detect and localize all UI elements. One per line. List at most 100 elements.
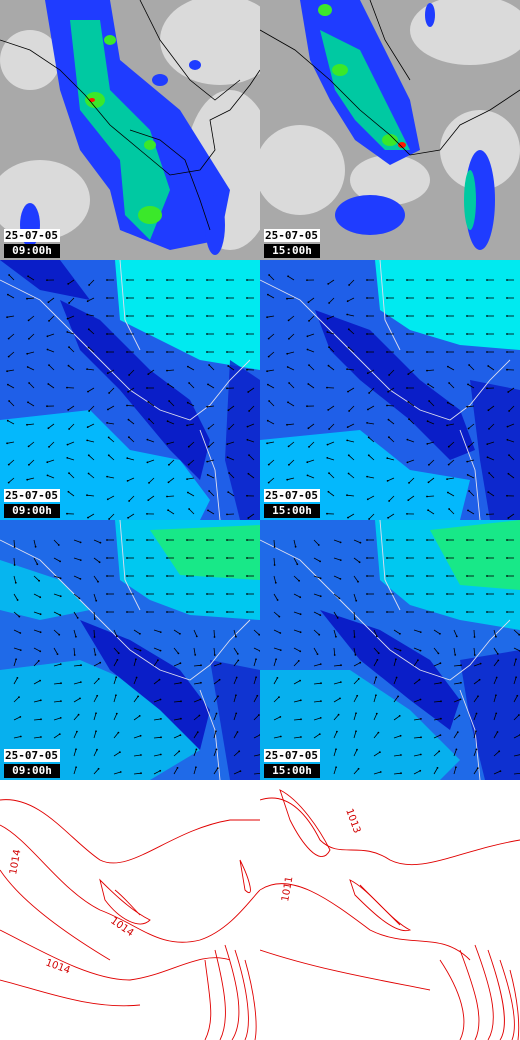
wind-arrow (448, 441, 455, 447)
wind-arrow-head (86, 313, 89, 316)
wind-arrow-head (140, 772, 142, 775)
wind-arrow (93, 695, 98, 703)
wind-arrow (233, 695, 237, 703)
wind-arrow (93, 713, 97, 721)
wind-arrow-head (468, 490, 470, 492)
wind-arrow-head (39, 699, 42, 702)
wind-arrow-head (279, 716, 282, 718)
wind-arrow-head (506, 575, 508, 577)
wind-arrow (433, 751, 440, 757)
wind-arrow-head (497, 659, 500, 662)
wind-arrow-head (386, 315, 388, 317)
wind-arrow (53, 611, 61, 616)
wind-arrow (13, 647, 21, 651)
wind-arrow-head (448, 382, 450, 384)
wind-arrow-head (218, 678, 221, 681)
wind-arrow-head (213, 654, 216, 656)
wind-arrow (407, 439, 415, 443)
wind-arrow (453, 749, 457, 757)
wind-arrow (453, 731, 459, 739)
wind-arrow-head (355, 599, 358, 602)
wind-arrow-head (300, 736, 302, 738)
wind-arrow-head (388, 436, 390, 439)
wind-arrow-head (200, 664, 202, 667)
wind-arrow-head (47, 301, 50, 304)
wind-arrow (193, 749, 197, 757)
wind-arrow-head (506, 368, 508, 371)
wind-arrow (27, 275, 35, 281)
wind-arrow (373, 732, 379, 739)
wind-arrow (73, 664, 82, 667)
wind-arrow-head (215, 748, 218, 751)
wind-arrow (273, 629, 281, 634)
wind-arrow (253, 714, 260, 721)
wind-arrow (433, 629, 441, 635)
time-label: 09:00h (4, 504, 60, 518)
wind-arrow-head (60, 700, 62, 702)
wind-arrow-head (440, 717, 442, 720)
wind-arrow-head (426, 593, 428, 595)
wind-arrow-head (26, 297, 28, 300)
wind-arrow-head (196, 731, 199, 733)
wind-arrow (413, 718, 421, 721)
wind-arrow (153, 699, 161, 703)
wind-arrow-head (447, 365, 449, 368)
wind-arrow-head (288, 463, 290, 466)
wind-arrow-head (166, 575, 168, 577)
wind-arrow (473, 629, 475, 638)
wind-arrow (253, 695, 258, 703)
wind-arrow-head (328, 472, 330, 474)
wind-arrow-head (146, 279, 148, 281)
wind-arrow (367, 476, 375, 479)
wind-arrow-head (327, 490, 330, 493)
wind-arrow (307, 349, 315, 353)
wind-arrow (308, 423, 315, 429)
wind-arrow-head (377, 652, 380, 655)
wind-arrow-head (366, 593, 368, 595)
wind-arrow (73, 593, 80, 599)
wind-arrow (213, 629, 215, 638)
wind-arrow (386, 405, 395, 407)
wind-arrow (333, 714, 339, 721)
wind-arrow (113, 751, 121, 757)
wind-arrow-head (246, 351, 248, 353)
wind-arrow (233, 660, 239, 667)
wind-arrow-head (256, 694, 259, 697)
wind-arrow-head (246, 438, 249, 441)
wind-arrow (227, 491, 235, 497)
wind-arrow (353, 593, 357, 601)
wind-arrow-head (166, 495, 168, 498)
wind-arrow-head (455, 748, 458, 751)
wind-arrow (26, 297, 35, 300)
wind-arrow-head (26, 478, 29, 481)
wind-arrow-head (258, 714, 260, 716)
wind-arrow (433, 734, 441, 739)
wind-arrow (428, 477, 435, 483)
wind-arrow (67, 315, 75, 320)
wind-arrow-head (179, 632, 181, 635)
wind-arrow-head (359, 541, 362, 544)
wind-arrow-head (466, 474, 469, 476)
wind-arrow-head (308, 446, 310, 448)
wind-arrow (113, 695, 117, 703)
wind-arrow-head (87, 390, 89, 393)
wind-arrow (193, 682, 201, 685)
wind-arrow (328, 423, 335, 430)
wind-arrow-head (13, 564, 16, 566)
wind-arrow (307, 333, 315, 337)
precip-map-0900: 25-07-05 09:00h (0, 0, 260, 260)
wind-arrow (393, 772, 402, 775)
wind-arrow (88, 455, 95, 461)
wind-arrow (153, 736, 162, 739)
wind-arrow (468, 423, 475, 429)
wind-arrow (13, 593, 18, 601)
wind-arrow-head (386, 593, 388, 595)
wind-arrow-head (246, 315, 248, 317)
wind-arrow-head (458, 714, 461, 717)
wind-arrow-head (178, 750, 181, 753)
wind-arrow-head (348, 284, 350, 286)
wind-arrow-head (167, 509, 170, 512)
wind-arrow-head (326, 457, 329, 459)
wind-arrow-head (106, 575, 108, 577)
wind-arrow-head (6, 370, 8, 373)
